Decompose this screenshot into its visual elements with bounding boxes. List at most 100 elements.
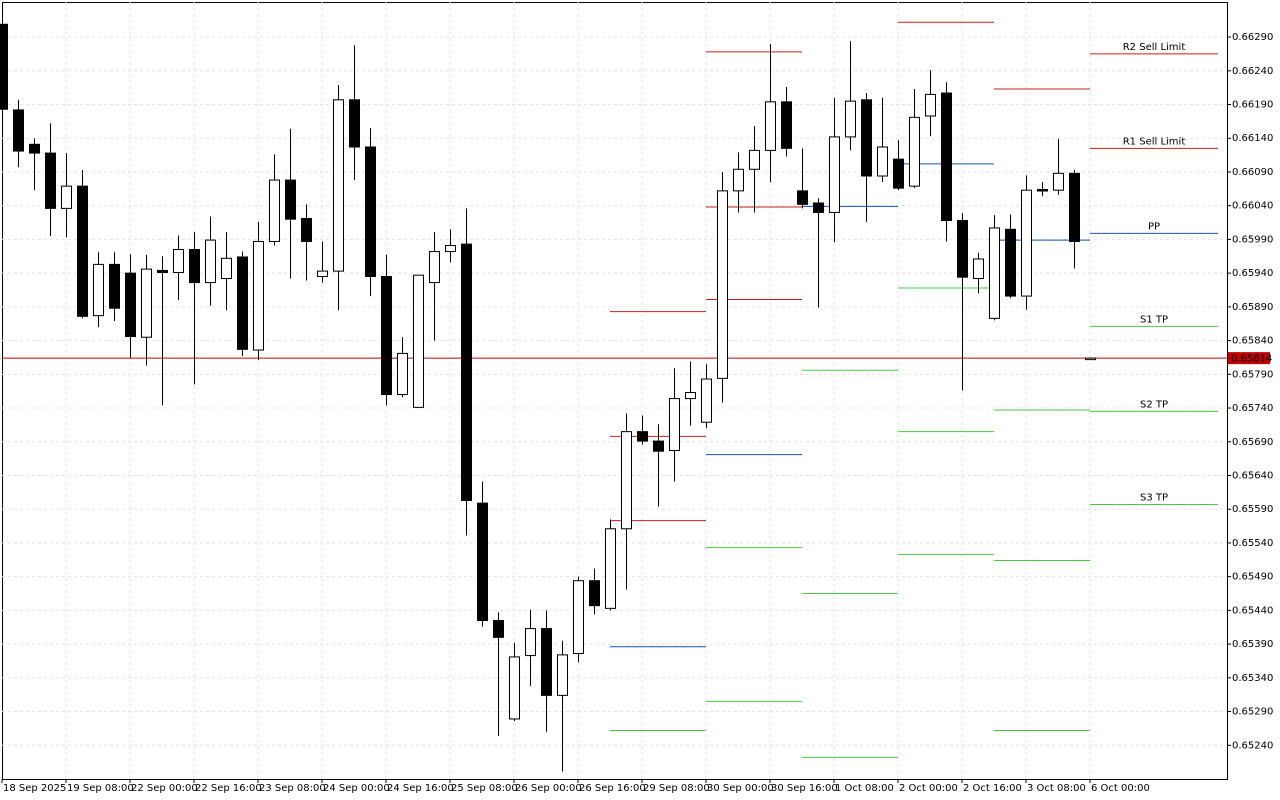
x-tick-label: 26 Sep 00:00 — [515, 783, 582, 794]
candle-body-bear — [45, 152, 56, 209]
y-tick-label: 0.65790 — [1232, 369, 1273, 380]
candle-body-bull — [253, 240, 264, 351]
candle-body-bull — [749, 149, 760, 170]
pivot-label: S3 TP — [1140, 492, 1168, 503]
candle-body-bear — [381, 276, 392, 396]
candle-body-bull — [317, 270, 328, 278]
y-tick-label: 0.65590 — [1232, 504, 1273, 515]
candle-body-bear — [893, 158, 904, 189]
y-tick-label: 0.65390 — [1232, 639, 1273, 650]
candle-body-bull — [509, 656, 520, 720]
candle-body-bear — [301, 218, 312, 242]
pivot-label: S1 TP — [1140, 314, 1168, 325]
x-tick-label: 23 Sep 08:00 — [259, 783, 326, 794]
candle-body-bear — [77, 185, 88, 317]
x-tick-label: 29 Sep 08:00 — [643, 783, 710, 794]
candle-body-bull — [1021, 189, 1032, 297]
y-tick-label: 0.66090 — [1232, 167, 1273, 178]
candle-body-bull — [1053, 172, 1064, 191]
candle-body-bear — [0, 23, 8, 110]
candle-body-bear — [589, 580, 600, 607]
candle-body-bear — [1069, 172, 1080, 242]
candle-body-bear — [813, 202, 824, 213]
pivot-label: S2 TP — [1140, 399, 1168, 410]
candle-body-bear — [477, 502, 488, 621]
candle-body-bull — [397, 352, 408, 396]
candle-body-bear — [797, 190, 808, 205]
candle-body-bull — [701, 378, 712, 423]
candle-body-bull — [173, 249, 184, 273]
y-tick-label: 0.65440 — [1232, 605, 1273, 616]
candle-body-bull — [445, 244, 456, 253]
x-tick-label: 6 Oct 00:00 — [1091, 783, 1150, 794]
pivot-label: PP — [1148, 221, 1160, 232]
candle-body-bull — [333, 99, 344, 272]
candle-body-bear — [461, 243, 472, 501]
y-tick-label: 0.65490 — [1232, 572, 1273, 583]
x-tick-label: 24 Sep 00:00 — [323, 783, 390, 794]
y-tick-label: 0.65290 — [1232, 707, 1273, 718]
candle-body-bear — [365, 146, 376, 278]
current-price-box — [1228, 352, 1270, 365]
x-tick-label: 25 Sep 08:00 — [451, 783, 518, 794]
candle-body-bull — [573, 580, 584, 655]
candle-body-bear — [781, 101, 792, 149]
y-tick-label: 0.66040 — [1232, 201, 1273, 212]
candle-body-bear — [109, 263, 120, 309]
candle-body-bull — [1085, 357, 1096, 361]
candle-body-bear — [189, 249, 200, 284]
candle-body-bull — [525, 628, 536, 657]
current-price-label: 0.65814 — [1231, 354, 1272, 365]
candle-body-bull — [61, 185, 72, 209]
candle-body-bull — [717, 190, 728, 379]
y-tick-label: 0.65640 — [1232, 470, 1273, 481]
candle-body-bull — [973, 258, 984, 280]
x-tick-label: 22 Sep 16:00 — [195, 783, 262, 794]
candle-body-bear — [653, 440, 664, 452]
candle-body-bear — [13, 109, 24, 152]
y-tick-label: 0.65890 — [1232, 302, 1273, 313]
y-tick-label: 0.65940 — [1232, 268, 1273, 279]
candle-body-bull — [205, 239, 216, 284]
pivot-label: R1 Sell Limit — [1123, 136, 1186, 147]
x-tick-label: 30 Sep 16:00 — [771, 783, 838, 794]
candle-body-bull — [221, 257, 232, 280]
y-tick-label: 0.65740 — [1232, 403, 1273, 414]
candle-body-bull — [877, 146, 888, 177]
candle-body-bear — [493, 619, 504, 638]
candle-body-bull — [909, 116, 920, 187]
candle-body-bull — [141, 268, 152, 338]
candle-body-bear — [29, 143, 40, 154]
candle-body-bull — [765, 101, 776, 151]
candle-layer — [0, 23, 1096, 772]
candle-body-bear — [1005, 228, 1016, 297]
candle-body-bull — [429, 251, 440, 284]
x-tick-label: 1 Oct 08:00 — [835, 783, 894, 794]
candle-body-bull — [845, 100, 856, 138]
candle-body-bull — [733, 168, 744, 192]
x-tick-label: 19 Sep 08:00 — [67, 783, 134, 794]
candle-body-bear — [541, 628, 552, 696]
y-tick-label: 0.66240 — [1232, 66, 1273, 77]
candle-body-bear — [1037, 189, 1048, 192]
pivot-layer — [2, 21, 1227, 758]
y-tick-label: 0.65340 — [1232, 673, 1273, 684]
y-tick-label: 0.66140 — [1232, 133, 1273, 144]
candle-body-bull — [829, 136, 840, 213]
x-tick-label: 24 Sep 16:00 — [387, 783, 454, 794]
grid-layer — [2, 2, 1227, 779]
y-tick-label: 0.65690 — [1232, 437, 1273, 448]
candle-body-bear — [349, 99, 360, 148]
candle-body-bear — [285, 179, 296, 220]
candle-body-bear — [237, 256, 248, 350]
pivot-label: R2 Sell Limit — [1123, 42, 1186, 53]
candle-body-bull — [93, 263, 104, 317]
y-tick-label: 0.65540 — [1232, 538, 1273, 549]
candle-body-bull — [269, 179, 280, 242]
x-tick-label: 3 Oct 08:00 — [1027, 783, 1086, 794]
candle-body-bull — [989, 227, 1000, 319]
candle-body-bull — [685, 392, 696, 400]
x-tick-label: 30 Sep 00:00 — [707, 783, 774, 794]
candle-body-bear — [941, 92, 952, 222]
candle-body-bull — [605, 528, 616, 609]
